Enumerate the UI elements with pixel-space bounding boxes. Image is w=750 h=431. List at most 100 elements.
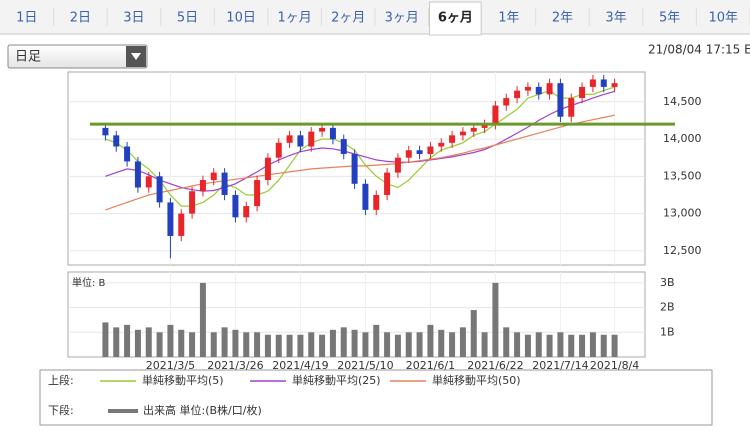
volume-bar xyxy=(470,310,477,357)
candle-body xyxy=(264,157,271,181)
tab-label: 2ヶ月 xyxy=(331,11,365,26)
tab[interactable]: 2ヶ月 xyxy=(331,8,376,26)
volume-bar xyxy=(351,329,358,357)
x-tick-label: 2021/4/19 xyxy=(272,359,328,372)
candle-body xyxy=(373,194,380,210)
volume-bar xyxy=(546,334,553,357)
dropdown[interactable]: 日足 xyxy=(7,44,148,69)
candle-body xyxy=(611,83,618,87)
tab[interactable]: 3ヶ月 xyxy=(385,8,430,26)
volume-bar xyxy=(492,282,499,357)
candle-body xyxy=(297,135,304,147)
y-tick-label: 1B xyxy=(660,325,675,338)
dropdown-box[interactable] xyxy=(7,44,148,69)
volume-bar xyxy=(275,334,282,357)
volume-bar xyxy=(524,334,531,357)
candle-body xyxy=(286,135,293,143)
tab-label: 5日 xyxy=(177,11,198,26)
candle-body xyxy=(492,105,499,125)
volume-bar xyxy=(189,332,196,357)
tab[interactable]: 3年 xyxy=(605,8,644,26)
x-tick-label: 2021/3/26 xyxy=(207,359,263,372)
volume-bar xyxy=(459,327,466,357)
candle-body xyxy=(600,79,607,87)
candle-body xyxy=(243,206,250,218)
tab-label: 2日 xyxy=(70,11,91,26)
tab-label: 6ヶ月 xyxy=(438,11,473,26)
candle-body xyxy=(102,127,109,136)
candle-body xyxy=(470,127,477,132)
tab-label: 3日 xyxy=(123,11,144,26)
volume-bar xyxy=(481,332,488,357)
legend-lower: 下段: xyxy=(48,403,74,417)
volume-bar xyxy=(405,332,412,357)
legend-upper: 上段: xyxy=(48,373,74,387)
tab[interactable]: 2日 xyxy=(70,8,108,26)
tab-label: 10年 xyxy=(708,11,738,26)
tab[interactable]: 1ヶ月 xyxy=(278,8,322,26)
volume-bar xyxy=(308,332,315,357)
volume-bar xyxy=(329,329,336,357)
volume-bar xyxy=(178,329,185,357)
tab-label: 10日 xyxy=(226,11,256,26)
volume-bar xyxy=(124,324,131,357)
candle-body xyxy=(481,124,488,128)
volume-bar xyxy=(243,332,250,357)
candle-body xyxy=(535,86,542,95)
x-tick-label: 2021/5/10 xyxy=(337,359,393,372)
tab[interactable]: 2年 xyxy=(552,8,590,26)
timestamp: 21/08/04 17:15 E xyxy=(648,43,750,57)
volume-bar xyxy=(438,329,445,357)
candle-body xyxy=(362,183,369,210)
candle-body xyxy=(329,127,336,140)
candle-body xyxy=(232,194,239,218)
volume-bar xyxy=(319,334,326,357)
y-tick-label: 13,500 xyxy=(663,169,702,182)
tab[interactable]: 1年 xyxy=(498,8,537,26)
tab-label: 1年 xyxy=(498,11,519,26)
candle-body xyxy=(319,127,326,132)
volume-bar xyxy=(535,332,542,357)
volume-bar xyxy=(113,327,120,357)
tab[interactable]: 3日 xyxy=(123,8,162,26)
volume-bar xyxy=(297,334,304,357)
volume-bar xyxy=(232,329,239,357)
tab-label: 2年 xyxy=(552,11,573,26)
legend-label: 出来高 単位:(B株/口/枚) xyxy=(143,403,262,417)
tab[interactable]: 5年 xyxy=(659,8,697,26)
tab[interactable]: 10日 xyxy=(226,8,269,26)
candle-body xyxy=(199,180,206,192)
candle-body xyxy=(438,142,445,147)
legend-box xyxy=(39,369,713,426)
candle-body xyxy=(254,180,261,207)
volume-bar xyxy=(611,334,618,357)
tab[interactable]: 5日 xyxy=(177,8,215,26)
candle-body xyxy=(524,86,531,91)
candle-body xyxy=(167,202,174,236)
volume-bar xyxy=(199,282,206,357)
y-tick-label: 12,500 xyxy=(663,244,702,257)
tab[interactable]: 6ヶ月 xyxy=(429,1,482,36)
volume-bar xyxy=(589,332,596,357)
legend-label: 単純移動平均(5) xyxy=(142,373,224,387)
x-tick-label: 2021/6/1 xyxy=(406,359,455,372)
moving-average-line xyxy=(105,90,615,192)
tab[interactable]: 1日 xyxy=(16,8,55,26)
volume-bar xyxy=(449,332,456,357)
volume-unit: 単位: B xyxy=(72,276,106,289)
candle-body xyxy=(459,131,466,136)
y-tick-label: 14,000 xyxy=(663,132,702,145)
tab[interactable]: 10年 xyxy=(708,8,750,26)
volume-bar xyxy=(579,334,586,357)
volume-bar xyxy=(167,324,174,357)
tab-label: 1ヶ月 xyxy=(278,11,312,26)
candle-body xyxy=(449,135,456,143)
candle-body xyxy=(427,146,434,154)
legend-label: 単純移動平均(50) xyxy=(432,373,521,387)
candle-body xyxy=(416,150,423,154)
volume-bar xyxy=(340,327,347,357)
x-tick-label: 2021/6/22 xyxy=(467,359,523,372)
candle-body xyxy=(514,90,521,99)
tab-label: 5年 xyxy=(659,11,680,26)
